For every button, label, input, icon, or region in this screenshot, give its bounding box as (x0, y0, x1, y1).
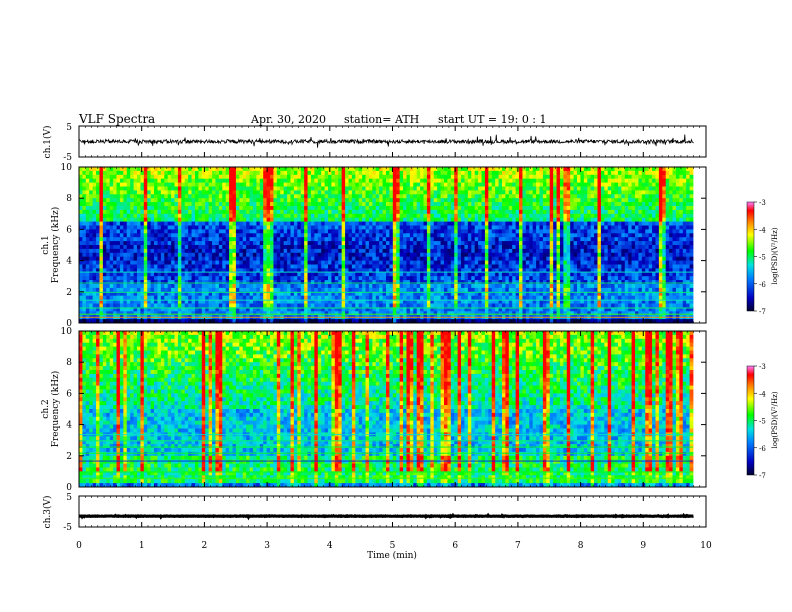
freq-tick-label: 6 (66, 389, 72, 399)
colorbar-tick-label: -5 (759, 418, 766, 426)
ch1-spectrogram-image (79, 167, 694, 324)
colorbar-tick-label: -3 (759, 363, 766, 371)
colorbar-tick-label: -5 (759, 254, 766, 262)
ch2-colorbar: -3 -4 -5 -6 -7 log(PSD)(V²/Hz) (746, 363, 779, 480)
ch2-spectrogram-yticks: 0 2 4 6 8 10 (61, 327, 706, 493)
ch1-spectrogram-ylabel-freq: Frequency (kHz) (50, 207, 61, 284)
freq-tick-label: 8 (66, 358, 72, 368)
colorbar-tick-label: -3 (759, 199, 766, 207)
start-time-label: start UT = 19: 0 : 1 (438, 113, 547, 126)
x-tick-label: 10 (700, 541, 712, 551)
x-tick-label: 4 (327, 541, 333, 551)
ch2-spectrogram-ylabel-freq: Frequency (kHz) (50, 371, 61, 448)
ch1-waveform-line (78, 134, 694, 148)
ch3-ytick-top: 5 (66, 493, 72, 503)
ch1-spectrogram-yticks: 0 2 4 6 8 10 (61, 163, 706, 329)
freq-tick-label: 8 (66, 194, 72, 204)
colorbar-tick-label: -6 (759, 281, 766, 289)
x-tick-label: 8 (578, 541, 584, 551)
x-tick-label: 7 (515, 541, 521, 551)
x-tick-label: 2 (202, 541, 208, 551)
ch2-spectrogram-image (79, 331, 694, 488)
freq-tick-label: 0 (66, 483, 72, 493)
colorbar-tick-label: -7 (759, 308, 766, 316)
x-tick-label: 1 (139, 541, 145, 551)
x-tick-label: 3 (264, 541, 270, 551)
colorbar-tick-label: -4 (759, 226, 766, 234)
figure-title: VLF Spectra (78, 112, 155, 126)
ch1-spectrogram-panel: 0 2 4 6 8 10 ch.1 Frequency (kHz) -3 -4 -5 -6 -7 … (41, 163, 779, 329)
freq-tick-label: 4 (66, 421, 72, 431)
x-tick-label: 0 (76, 541, 82, 551)
freq-tick-label: 2 (66, 288, 72, 298)
x-tick-label: 6 (452, 541, 458, 551)
x-tick-label: 5 (390, 541, 396, 551)
ch1-colorbar-label: log(PSD)(V²/Hz) (771, 227, 779, 284)
ch1-spectrogram-ylabel-channel: ch.1 (41, 235, 51, 254)
ch1-ytick-top: 5 (66, 123, 72, 133)
x-axis-label: Time (min) (367, 550, 417, 561)
ch1-colorbar: -3 -4 -5 -6 -7 log(PSD)(V²/Hz) (746, 199, 779, 316)
freq-tick-label: 4 (66, 257, 72, 267)
time-axis: 0 1 2 3 4 5 6 7 8 9 10 (76, 126, 712, 551)
colorbar-tick-label: -7 (759, 472, 766, 480)
freq-tick-label: 6 (66, 225, 72, 235)
x-tick-label: 9 (640, 541, 646, 551)
ch3-waveform-ylabel: ch.3(V) (42, 496, 53, 529)
ch3-ytick-bottom: -5 (63, 523, 72, 533)
ch1-waveform-ylabel: ch.1(V) (42, 126, 53, 159)
ch2-spectrogram-ylabel-channel: ch.2 (41, 399, 51, 418)
freq-tick-label: 10 (61, 163, 73, 173)
colorbar-tick-label: -6 (759, 445, 766, 453)
ch3-waveform-line (78, 512, 694, 521)
freq-tick-label: 2 (66, 452, 72, 462)
freq-tick-label: 0 (66, 319, 72, 329)
date-label: Apr. 30, 2020 (250, 113, 326, 126)
ch1-ytick-bottom: -5 (63, 153, 72, 163)
station-label: station= ATH (344, 113, 419, 126)
freq-tick-label: 10 (61, 327, 73, 337)
ch2-colorbar-label: log(PSD)(V²/Hz) (771, 391, 779, 448)
ch2-spectrogram-panel: 0 2 4 6 8 10 ch.2 Frequency (kHz) -3 -4 -5 -6 -7 … (41, 327, 779, 493)
colorbar-tick-label: -4 (759, 390, 766, 398)
